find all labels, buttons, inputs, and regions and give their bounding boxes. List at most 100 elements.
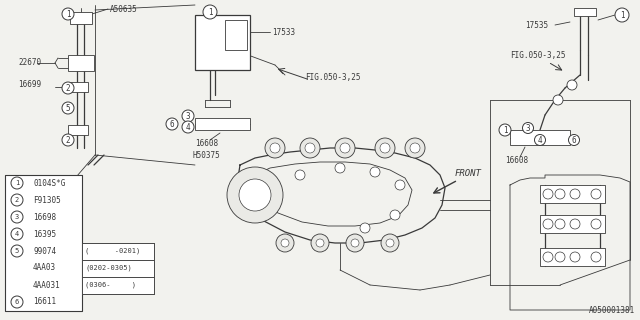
Circle shape	[340, 143, 350, 153]
Circle shape	[410, 143, 420, 153]
Circle shape	[567, 80, 577, 90]
Text: 1: 1	[15, 180, 19, 186]
Text: FRONT: FRONT	[455, 169, 482, 178]
Text: 17533: 17533	[272, 28, 295, 36]
Circle shape	[311, 234, 329, 252]
Text: 6: 6	[15, 299, 19, 305]
Circle shape	[11, 211, 23, 223]
Text: 2: 2	[66, 135, 70, 145]
Circle shape	[568, 134, 579, 146]
Bar	[68, 125, 88, 135]
Text: H50375: H50375	[192, 150, 220, 159]
Bar	[5, 209, 82, 226]
Circle shape	[570, 252, 580, 262]
Text: 1: 1	[208, 7, 212, 17]
Circle shape	[227, 167, 283, 223]
Circle shape	[182, 110, 194, 122]
Circle shape	[166, 118, 178, 130]
Text: 1: 1	[502, 125, 508, 134]
Text: 16611: 16611	[33, 298, 56, 307]
Circle shape	[375, 138, 395, 158]
Bar	[5, 260, 154, 277]
Text: F91305: F91305	[33, 196, 61, 204]
Circle shape	[351, 239, 359, 247]
Text: 4: 4	[186, 123, 190, 132]
Bar	[82, 260, 154, 277]
Circle shape	[11, 228, 23, 240]
Circle shape	[615, 8, 629, 22]
Text: 99074: 99074	[33, 246, 56, 255]
Bar	[82, 243, 154, 260]
Circle shape	[335, 138, 355, 158]
Bar	[70, 12, 92, 24]
Circle shape	[62, 134, 74, 146]
Circle shape	[591, 219, 601, 229]
Circle shape	[182, 121, 194, 133]
Circle shape	[276, 234, 294, 252]
Text: (0202-0305): (0202-0305)	[85, 265, 132, 271]
Bar	[68, 55, 94, 71]
Circle shape	[534, 134, 545, 146]
Circle shape	[591, 252, 601, 262]
Bar	[510, 130, 570, 145]
Circle shape	[11, 194, 23, 206]
Bar	[5, 192, 82, 209]
Circle shape	[405, 138, 425, 158]
Bar	[540, 248, 605, 266]
Circle shape	[203, 5, 217, 19]
Circle shape	[555, 252, 565, 262]
Bar	[5, 175, 82, 311]
Text: 16608: 16608	[195, 139, 218, 148]
Text: 16699: 16699	[18, 79, 41, 89]
Text: 3: 3	[186, 111, 190, 121]
Text: 2: 2	[15, 197, 19, 203]
Circle shape	[380, 143, 390, 153]
Text: 5: 5	[66, 103, 70, 113]
Circle shape	[316, 239, 324, 247]
Circle shape	[11, 296, 23, 308]
Bar	[5, 277, 154, 294]
Circle shape	[360, 223, 370, 233]
Text: 0104S*G: 0104S*G	[33, 179, 65, 188]
Text: 2: 2	[66, 84, 70, 92]
Circle shape	[570, 219, 580, 229]
Circle shape	[390, 210, 400, 220]
Circle shape	[555, 219, 565, 229]
Text: 3: 3	[15, 214, 19, 220]
Bar	[82, 277, 154, 294]
Text: A50635: A50635	[110, 4, 138, 13]
Text: 4AA031: 4AA031	[33, 281, 61, 290]
Circle shape	[395, 180, 405, 190]
Text: 22670: 22670	[18, 58, 41, 67]
Bar	[68, 82, 88, 92]
Circle shape	[281, 239, 289, 247]
Circle shape	[239, 179, 271, 211]
Circle shape	[543, 219, 553, 229]
Bar	[5, 175, 82, 192]
Bar	[195, 118, 250, 130]
Text: 4: 4	[15, 231, 19, 237]
Circle shape	[543, 252, 553, 262]
Bar	[195, 15, 250, 70]
Circle shape	[591, 189, 601, 199]
Circle shape	[300, 138, 320, 158]
Circle shape	[370, 167, 380, 177]
Text: 4AA03: 4AA03	[33, 263, 56, 273]
Circle shape	[381, 234, 399, 252]
Circle shape	[555, 189, 565, 199]
Text: 3: 3	[525, 124, 531, 132]
Circle shape	[499, 124, 511, 136]
Bar	[225, 20, 247, 50]
Circle shape	[570, 189, 580, 199]
Text: FIG.050-3,25: FIG.050-3,25	[510, 51, 566, 60]
Text: 16395: 16395	[33, 229, 56, 238]
Bar	[5, 294, 82, 311]
Circle shape	[270, 143, 280, 153]
Circle shape	[295, 170, 305, 180]
Circle shape	[335, 163, 345, 173]
Circle shape	[11, 177, 23, 189]
Circle shape	[386, 239, 394, 247]
Circle shape	[346, 234, 364, 252]
Text: 1: 1	[66, 10, 70, 19]
Bar	[5, 243, 154, 260]
